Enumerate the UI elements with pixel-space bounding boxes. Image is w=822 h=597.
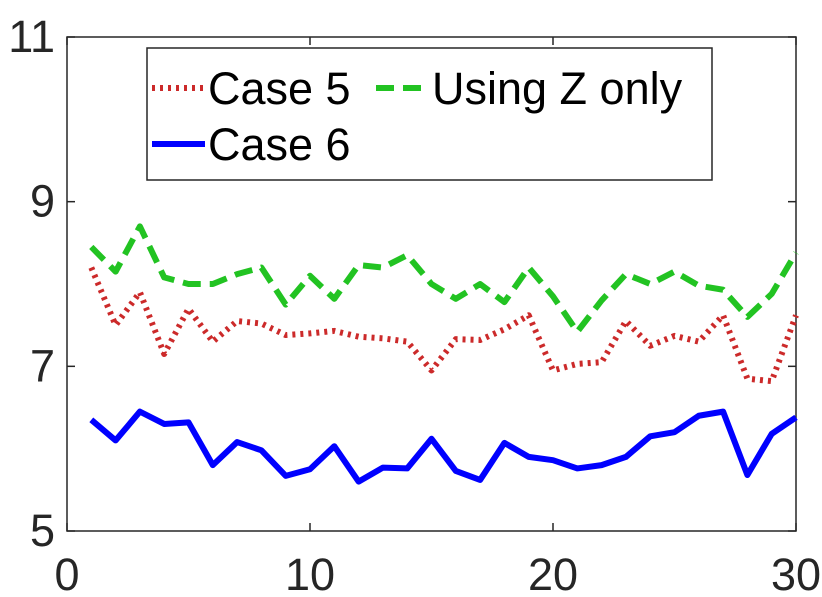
x-tick-label: 10	[285, 549, 335, 597]
plot-area-frame	[66, 36, 797, 532]
legend-label: Case 6	[208, 119, 351, 170]
x-tick-label: 30	[771, 549, 821, 597]
legend-label: Using Z only	[432, 63, 683, 114]
legend: Case 5 Using Z only Case 6	[146, 47, 713, 181]
legend-label: Case 5	[208, 63, 351, 114]
legend-box	[146, 47, 713, 181]
y-tick-label: 11	[8, 11, 55, 62]
x-axis-ticks: 0 10 20 30	[54, 37, 821, 597]
y-axis-ticks: 5 7 9 11	[8, 11, 796, 556]
x-tick-label: 0	[54, 549, 79, 597]
series-line-case-6	[89, 408, 798, 485]
series-layer	[88, 223, 799, 485]
y-tick-label: 7	[30, 340, 55, 391]
y-tick-label: 5	[30, 505, 55, 556]
x-tick-label: 20	[528, 549, 578, 597]
axes	[66, 36, 797, 532]
y-tick-label: 9	[30, 176, 55, 227]
